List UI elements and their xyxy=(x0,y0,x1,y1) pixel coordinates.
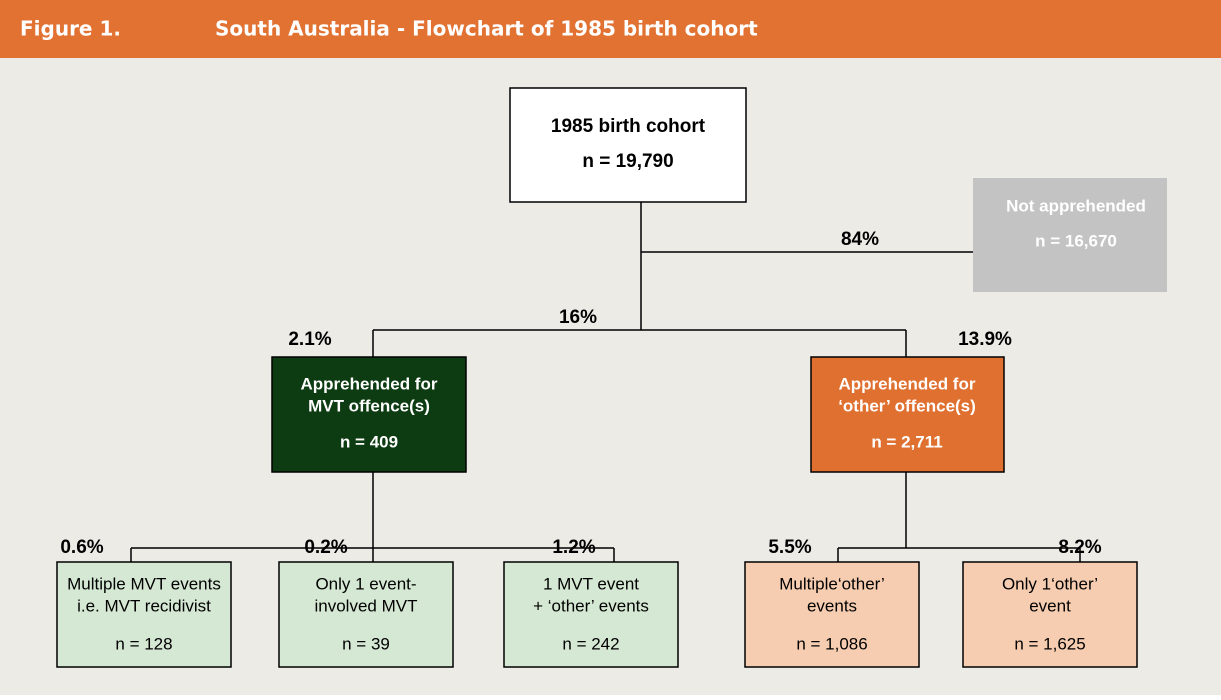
node-box xyxy=(278,561,454,668)
node-text: n = 1,086 xyxy=(796,634,867,653)
node-text: Multiple‘other’ xyxy=(779,574,885,593)
connectors xyxy=(130,202,1081,562)
percentage: 16% xyxy=(559,307,597,328)
node-text: ‘other’ offence(s) xyxy=(838,396,976,415)
node-box xyxy=(503,561,679,668)
node-box xyxy=(509,87,747,203)
percentage: 13.9% xyxy=(958,329,1012,350)
node-text: n = 19,790 xyxy=(582,151,673,172)
node-text: involved MVT xyxy=(315,596,418,615)
node-box xyxy=(962,561,1138,668)
node-text: n = 39 xyxy=(342,634,390,653)
percentage: 8.2% xyxy=(1058,537,1101,558)
node-text: Apprehended for xyxy=(301,374,438,393)
node-box xyxy=(810,356,1005,473)
node-text: n = 1,625 xyxy=(1014,634,1085,653)
figure-title: South Australia - Flowchart of 1985 birt… xyxy=(215,17,758,41)
node-text: + ‘other’ events xyxy=(533,596,649,615)
node-text: n = 2,711 xyxy=(871,432,942,451)
node-box xyxy=(973,178,1167,292)
percentage: 84% xyxy=(841,229,879,250)
node-text: 1 MVT event xyxy=(543,574,639,593)
percentage: 5.5% xyxy=(768,537,811,558)
node-text: Only 1‘other’ xyxy=(1002,574,1098,593)
percentage: 0.2% xyxy=(304,537,347,558)
node-text: Not apprehended xyxy=(1006,196,1146,215)
percentage: 2.1% xyxy=(288,329,331,350)
node-box xyxy=(744,561,920,668)
node-box xyxy=(56,561,232,668)
node-box xyxy=(271,356,467,473)
node-text: MVT offence(s) xyxy=(308,396,430,415)
header-bar xyxy=(0,0,1221,58)
node-text: 1985 birth cohort xyxy=(551,116,706,137)
leaf-nodes: Multiple MVT events i.e. MVT recidivist n … xyxy=(56,561,1138,668)
node-text: Multiple MVT events xyxy=(67,574,221,593)
node-text: event xyxy=(1029,596,1071,615)
connector-lines xyxy=(130,202,1081,562)
node-text: Apprehended for xyxy=(839,374,976,393)
node-text: i.e. MVT recidivist xyxy=(77,596,211,615)
node-text: n = 242 xyxy=(562,634,619,653)
percentage: 0.6% xyxy=(60,537,103,558)
node-text: n = 128 xyxy=(115,634,172,653)
node-text: n = 409 xyxy=(340,432,398,451)
figure-label: Figure 1. xyxy=(20,17,121,41)
node-text: n = 16,670 xyxy=(1035,231,1117,250)
percentage: 1.2% xyxy=(552,537,595,558)
node-text: Only 1 event- xyxy=(315,574,416,593)
node-text: events xyxy=(807,596,857,615)
